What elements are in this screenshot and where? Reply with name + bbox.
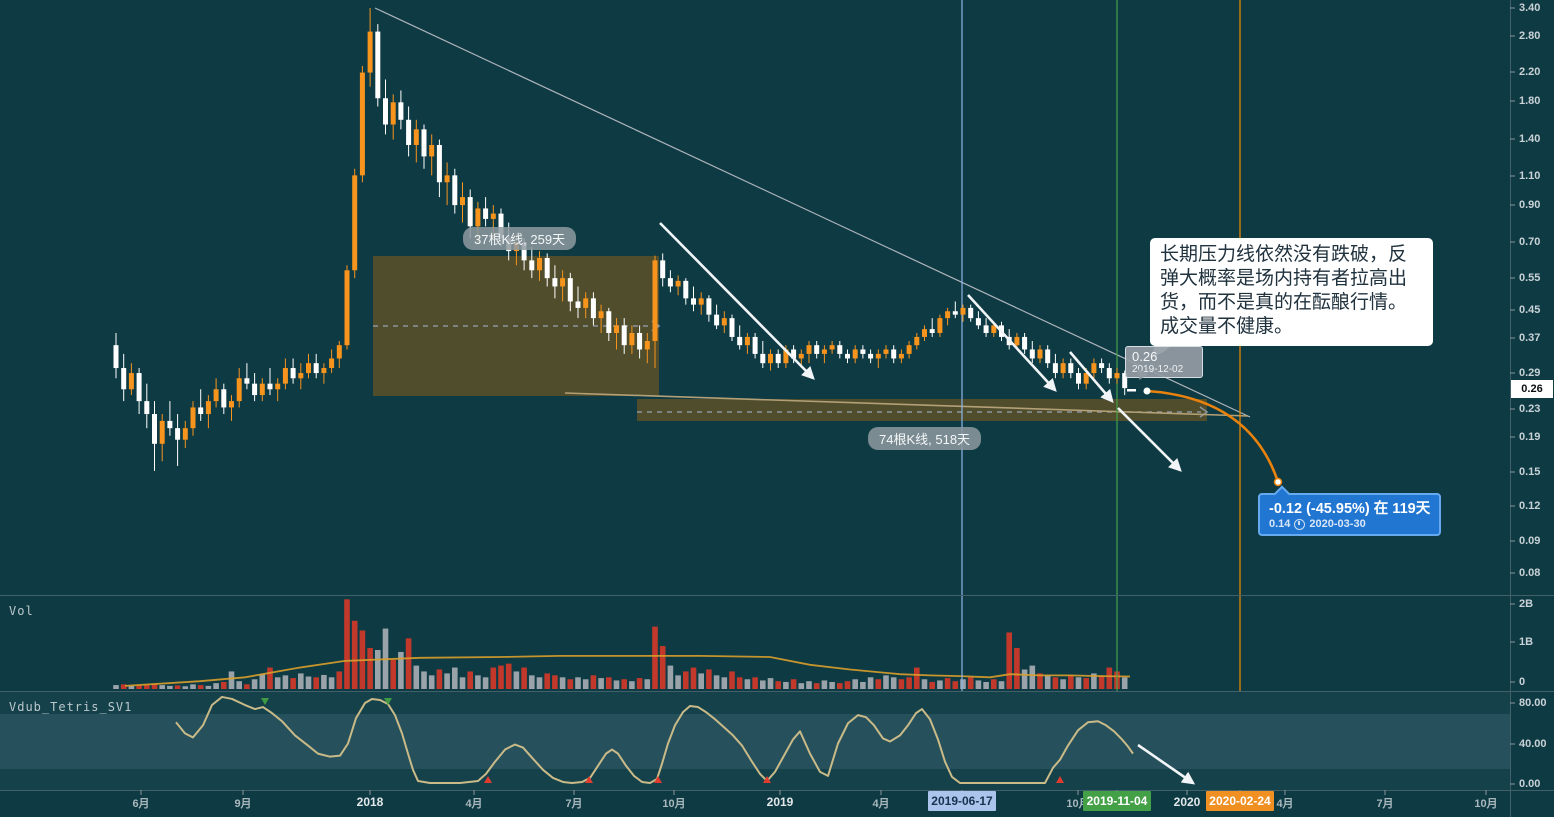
time-axis-label: 4月: [465, 798, 483, 810]
support-trendline: [564, 392, 1249, 417]
projection-callout[interactable]: -0.12 (-45.95%) 在 119天 0.14 2020-03-30: [1258, 493, 1442, 536]
projection-curve: [1146, 389, 1280, 483]
y-axis-label: 0.19: [1519, 431, 1541, 443]
y-axis-label: 3.40: [1519, 2, 1541, 14]
drawn-arrow: [967, 294, 1057, 392]
y-axis-label: 40.00: [1519, 738, 1547, 750]
current-price-axis-tag: 0.26: [1511, 380, 1553, 398]
annotation-note[interactable]: 长期压力线依然没有跌破，反 弹大概率是场内持有者拉高出 货，而不是真的在酝酿行情…: [1150, 238, 1433, 346]
drawn-arrow: [659, 222, 815, 380]
time-axis-label: 10月: [1474, 798, 1498, 810]
callout-target-date: 2020-03-30: [1309, 518, 1366, 530]
vdub-buy-marker: [585, 776, 593, 783]
clock-icon: [1294, 518, 1306, 530]
time-axis-label: 9月: [234, 798, 252, 810]
range-label-2[interactable]: 74根K线, 518天: [868, 427, 982, 450]
y-axis-label: 0.08: [1519, 567, 1541, 579]
y-axis-label: 1.80: [1519, 95, 1541, 107]
tooltip-price: 0.26: [1132, 349, 1158, 364]
time-axis-label: 2020: [1173, 795, 1201, 809]
vdub-sell-marker: [384, 698, 392, 705]
time-axis-label: 4月: [872, 798, 890, 810]
range-end-dot: [1273, 477, 1283, 487]
vdub-buy-marker: [763, 776, 771, 783]
tooltip-date: 2019-12-02: [1132, 364, 1184, 375]
time-axis-label: 2019: [766, 795, 794, 809]
y-axis-label: 0.12: [1519, 500, 1541, 512]
date-tag-orange[interactable]: 2020-02-24: [1206, 791, 1274, 811]
y-axis-label: 0.09: [1519, 535, 1541, 547]
vdub-buy-marker: [654, 776, 662, 783]
y-axis-label: 0.00: [1519, 778, 1541, 790]
time-axis-label: 6月: [132, 798, 150, 810]
time-axis-label: 7月: [565, 798, 583, 810]
drawn-arrow: [1069, 351, 1114, 403]
callout-detail: 0.14 2020-03-30: [1269, 518, 1430, 530]
time-axis-label: 2018: [356, 795, 384, 809]
volume-pane-title: Vol: [9, 604, 34, 618]
drawn-arrow: [1117, 407, 1182, 472]
vdub-line: [175, 695, 1134, 784]
vdub-buy-marker: [484, 776, 492, 783]
time-axis-label: 10月: [662, 798, 686, 810]
range-start-dot: [1143, 387, 1151, 395]
y-axis-label: 1.10: [1519, 170, 1541, 182]
price-tooltip: 0.26 2019-12-02: [1125, 346, 1203, 378]
y-axis-label: 0.55: [1519, 272, 1541, 284]
vdub-buy-marker: [1056, 776, 1064, 783]
date-tag-green[interactable]: 2019-11-04: [1083, 791, 1151, 811]
range-box-2: [637, 399, 1207, 421]
volume-ma-line: [124, 654, 1131, 687]
y-axis-label: 2B: [1519, 598, 1534, 610]
y-axis-label: 0.23: [1519, 403, 1541, 415]
time-axis-label: 4月: [1276, 798, 1294, 810]
y-axis-label: 80.00: [1519, 697, 1547, 709]
y-axis-label: 0.15: [1519, 466, 1541, 478]
date-tag-blue[interactable]: 2019-06-17: [928, 791, 996, 811]
time-axis-label: 7月: [1376, 798, 1394, 810]
y-axis-label: 2.20: [1519, 66, 1541, 78]
vdub-band: [0, 714, 1510, 769]
callout-target-price: 0.14: [1269, 518, 1291, 530]
long-term-pressure-line: [374, 7, 1251, 418]
vdub-indicator-title: Vdub_Tetris_SV1: [9, 700, 133, 714]
drawn-arrow: [1137, 743, 1196, 785]
callout-change: -0.12 (-45.95%) 在 119天: [1269, 501, 1431, 517]
y-axis-label: 0.37: [1519, 332, 1541, 344]
y-axis-label: 0.90: [1519, 199, 1541, 211]
range-label-1[interactable]: 37根K线, 259天: [463, 227, 577, 250]
vdub-sell-marker: [261, 698, 269, 705]
y-axis-label: 2.80: [1519, 30, 1541, 42]
y-axis-label: 1B: [1519, 636, 1534, 648]
y-axis-label: 1.40: [1519, 133, 1541, 145]
y-axis-label: 0.29: [1519, 367, 1541, 379]
y-axis-label: 0.70: [1519, 236, 1541, 248]
y-axis-label: 0.45: [1519, 304, 1541, 316]
y-axis-label: 0: [1519, 676, 1526, 688]
